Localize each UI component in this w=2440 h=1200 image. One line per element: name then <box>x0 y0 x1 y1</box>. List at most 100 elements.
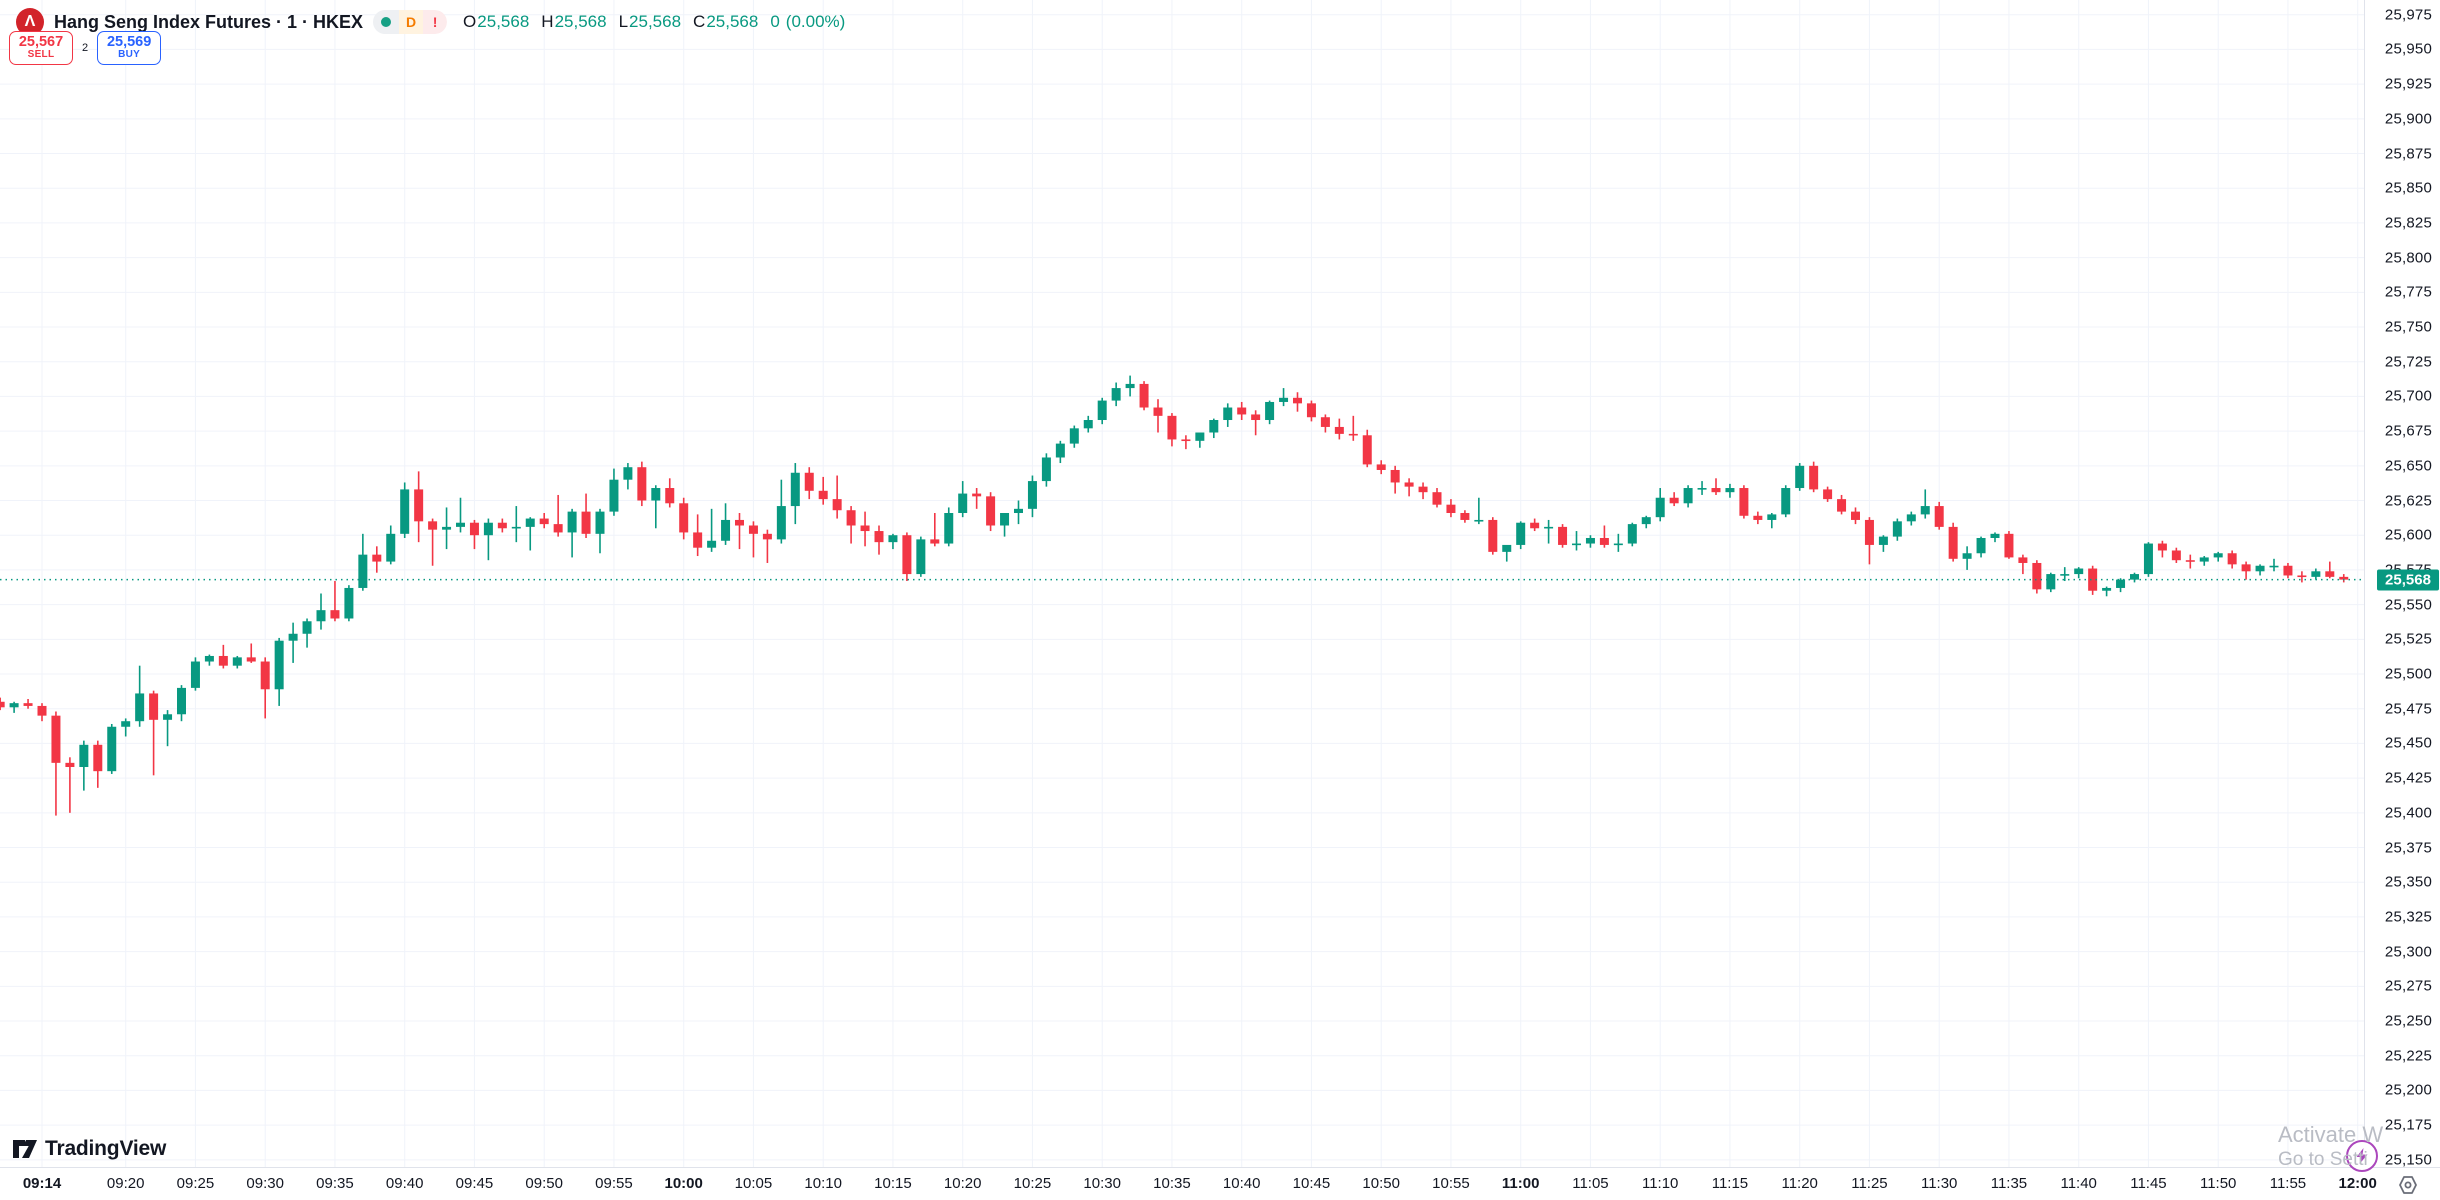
candle-body <box>246 657 256 662</box>
candle-body <box>1195 432 1205 441</box>
candle-body <box>972 493 982 497</box>
candle-body <box>51 715 61 763</box>
order-panel: 25,567 SELL 2 25,569 BUY <box>9 31 162 65</box>
candle-body <box>1906 514 1916 522</box>
price-axis-label: 25,975 <box>2384 6 2432 24</box>
time-axis-label: 12:00 <box>2338 1175 2377 1192</box>
candle-body <box>665 488 675 504</box>
candle-body <box>623 467 633 480</box>
price-axis-label: 25,300 <box>2384 943 2432 961</box>
time-axis-label: 09:50 <box>525 1175 563 1192</box>
instant-trading-button[interactable] <box>2346 1140 2378 1172</box>
candle-body <box>1488 519 1498 552</box>
price-axis-label: 25,625 <box>2384 492 2432 509</box>
change-percent: (0.00%) <box>785 12 846 31</box>
candle-body <box>2088 568 2098 591</box>
candle-body <box>1878 536 1888 545</box>
time-axis-label: 11:30 <box>1920 1175 1958 1192</box>
price-axis-label: 25,750 <box>2384 318 2432 336</box>
candle-body <box>1460 513 1470 520</box>
time-axis-label: 11:20 <box>1781 1175 1818 1192</box>
tradingview-logo[interactable]: TradingView <box>12 1136 166 1162</box>
candle-body <box>1320 417 1330 427</box>
candle-body <box>651 488 661 501</box>
candle-body <box>149 693 159 720</box>
change-readout: 0 (0.00%) <box>770 12 845 32</box>
candle-body <box>2311 571 2321 577</box>
candle-body <box>1934 506 1944 527</box>
candle-body <box>846 510 856 526</box>
time-axis-label: 11:45 <box>2130 1175 2167 1192</box>
os-watermark-line2: Go to Setti <box>2278 1149 2368 1170</box>
time-axis-label: 11:25 <box>1851 1175 1888 1192</box>
time-axis-label: 09:14 <box>22 1175 62 1192</box>
time-axis-label: 11:00 <box>1501 1175 1540 1192</box>
candle-body <box>2046 574 2056 590</box>
candle-body <box>1502 544 1512 552</box>
price-axis-label: 25,350 <box>2384 873 2432 891</box>
time-axis-label: 10:25 <box>1013 1175 1052 1192</box>
price-axis-label: 25,475 <box>2384 700 2432 718</box>
candle-body <box>1530 522 1540 529</box>
candle-body <box>163 714 173 720</box>
candle-body <box>2213 553 2223 558</box>
time-axis[interactable]: 09:14 09:20 09:25 09:30 09:35 09:40 09:45 09:50… <box>0 1167 2440 1200</box>
time-axis-label: 10:35 <box>1153 1175 1191 1192</box>
price-axis-label: 25,150 <box>2384 1151 2432 1169</box>
candle-body <box>2143 543 2153 575</box>
candle-body <box>288 633 298 641</box>
candle-body <box>190 661 200 688</box>
candle-body <box>776 506 786 540</box>
candle-body <box>1990 533 2000 538</box>
candle-body <box>944 513 954 544</box>
candle-body <box>135 693 145 722</box>
price-axis-label: 25,550 <box>2384 596 2432 614</box>
candle-body <box>2018 557 2028 563</box>
candle-body <box>2227 553 2237 565</box>
candle-body <box>1432 492 1442 505</box>
buy-price: 25,569 <box>106 34 152 51</box>
price-axis-label: 25,250 <box>2384 1012 2432 1030</box>
sell-button[interactable]: 25,567 SELL <box>9 31 73 65</box>
candle-body <box>1627 524 1637 544</box>
time-axis-label: 11:15 <box>1711 1175 1749 1192</box>
spread-value: 2 <box>82 42 89 54</box>
candle-body <box>1962 553 1972 559</box>
ohlc-readout: O 25,568 H 25,568 L 25,568 C 25,568 0 (0.00%… <box>463 12 845 32</box>
high-letter: H <box>541 12 554 31</box>
candle-body <box>1181 439 1191 442</box>
candle-body <box>0 701 5 708</box>
candle-body <box>874 531 884 543</box>
candle-body <box>986 496 996 526</box>
candle-body <box>1251 414 1261 421</box>
price-axis-label: 25,725 <box>2384 353 2432 371</box>
symbol-title[interactable]: Hang Seng Index Futures · 1 · HKEX <box>54 11 364 32</box>
candle-body <box>428 521 438 530</box>
candle-body <box>1390 469 1400 483</box>
delayed-data-badge[interactable]: D <box>399 10 424 34</box>
candle-body <box>79 744 89 768</box>
candle-body <box>2116 579 2126 588</box>
warning-badge[interactable]: ! <box>423 10 448 34</box>
candle-body <box>707 540 717 548</box>
candle-body <box>1334 426 1344 434</box>
time-axis-label: 11:50 <box>2199 1175 2237 1192</box>
candle-body <box>372 554 382 562</box>
market-status-badge[interactable] <box>373 10 400 34</box>
lightning-icon <box>2356 1148 2368 1164</box>
timezone-settings-button[interactable] <box>2396 1173 2420 1197</box>
candle-body <box>1474 519 1484 522</box>
time-axis-label: 09:30 <box>246 1175 284 1192</box>
candle-body <box>2199 557 2209 562</box>
price-axis-label: 25,375 <box>2384 839 2432 856</box>
symbol-header: Λ Hang Seng Index Futures · 1 · HKEX D !… <box>16 8 845 36</box>
candle-body <box>316 610 326 622</box>
buy-button[interactable]: 25,569 BUY <box>97 31 162 65</box>
candle-body <box>1558 526 1568 545</box>
candle-body <box>121 721 131 727</box>
time-axis-label: 10:15 <box>874 1175 912 1192</box>
candle-body <box>23 703 33 706</box>
candle-body <box>2157 543 2167 551</box>
candle-body <box>302 621 312 634</box>
